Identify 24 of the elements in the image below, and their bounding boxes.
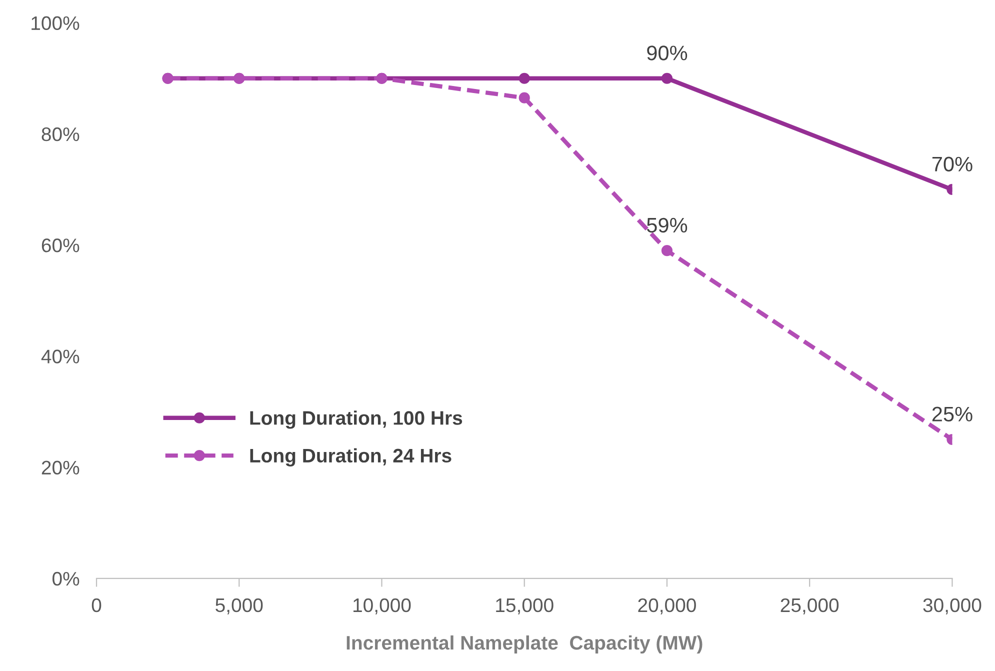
y-tick-label: 60% — [42, 238, 80, 252]
y-tick-label: 100% — [32, 16, 80, 30]
data-label: 70% — [932, 156, 972, 172]
x-tick-label: 30,000 — [923, 598, 982, 614]
y-tick-label: 20% — [42, 460, 80, 475]
data-label: 59% — [646, 218, 688, 233]
x-tick-label: 0 — [92, 598, 102, 612]
y-tick-label: 0% — [52, 572, 80, 586]
x-tick-label: 20,000 — [638, 598, 696, 614]
x-tick-label: 15,000 — [496, 598, 554, 614]
x-axis-title: Incremental Nameplate Capacity (MW) — [346, 635, 702, 654]
x-tick-label: 25,000 — [780, 598, 839, 614]
data-label: 25% — [932, 406, 972, 422]
point — [661, 245, 673, 256]
y-tick-label: 80% — [42, 127, 80, 142]
point — [518, 72, 530, 84]
x-tick-label: 5,000 — [216, 598, 263, 614]
point — [518, 92, 530, 104]
point — [661, 72, 673, 84]
legend-label: Long Duration, 100 Hrs — [250, 410, 462, 429]
y-tick-label: 40% — [41, 350, 80, 364]
data-label: 90% — [647, 46, 688, 60]
legend-label: Long Duration, 24 Hrs — [250, 448, 452, 466]
x-tick-label: 10,000 — [354, 598, 411, 614]
